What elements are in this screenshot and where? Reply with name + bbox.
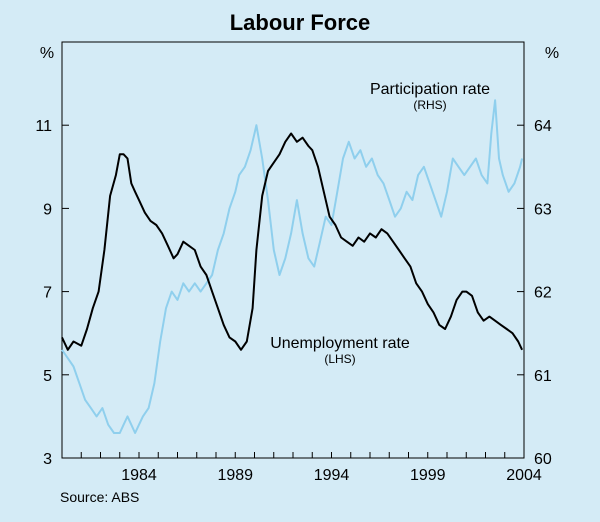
left-axis-ticks: 3 5 7 9 11 <box>35 118 69 468</box>
right-tick-label: 62 <box>534 285 552 302</box>
participation-rate-line <box>61 99 524 434</box>
x-tick-label: 1989 <box>217 467 253 484</box>
right-tick-label: 64 <box>534 118 552 135</box>
left-tick-label: 3 <box>43 451 52 468</box>
right-tick-label: 61 <box>534 368 552 385</box>
x-axis-ticks: 1984 1989 1994 1999 2004 <box>61 452 542 484</box>
unemployment-rate-line <box>61 132 524 351</box>
x-tick-label: 2004 <box>506 467 542 484</box>
left-tick-label: 7 <box>43 285 52 302</box>
x-tick-label: 1994 <box>314 467 350 484</box>
left-axis-unit: % <box>40 45 54 62</box>
right-tick-label: 63 <box>534 201 552 218</box>
left-tick-label: 11 <box>35 118 52 135</box>
source-note: Source: ABS <box>60 489 139 505</box>
x-tick-label: 1999 <box>410 467 446 484</box>
right-tick-label: 60 <box>534 451 552 468</box>
unemployment-rate-label: Unemployment rate <box>270 335 410 352</box>
right-axis-unit: % <box>545 45 559 62</box>
participation-rate-label: Participation rate <box>370 81 490 98</box>
unemployment-rate-axis-note: (LHS) <box>324 352 355 366</box>
left-tick-label: 5 <box>43 368 52 385</box>
plot-area <box>61 41 525 459</box>
left-tick-label: 9 <box>43 201 52 218</box>
right-axis-ticks: 60 61 62 63 64 <box>517 118 552 468</box>
chart-title: Labour Force <box>230 10 371 35</box>
x-tick-label: 1984 <box>121 467 157 484</box>
participation-rate-axis-note: (RHS) <box>413 98 446 112</box>
